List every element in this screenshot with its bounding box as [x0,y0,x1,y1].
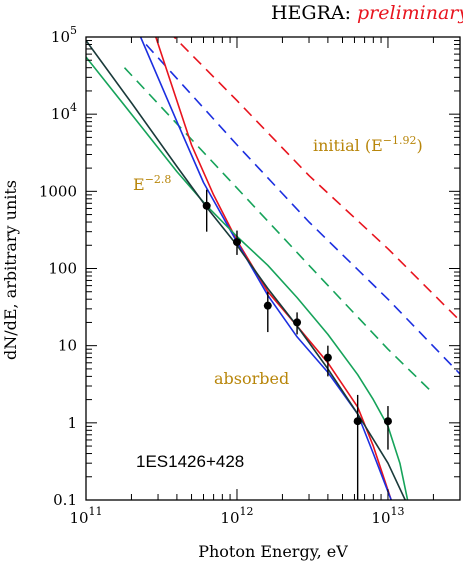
annotation-initial-base: initial (E [313,136,383,155]
series-line-4 [139,37,392,500]
y-tick-label-exponent: 5 [70,24,77,37]
x-tick-label-exponent: 12 [240,505,254,518]
x-tick-label: 1012 [220,505,253,527]
series-line-5 [86,56,409,500]
axis-ticks [85,36,461,501]
annotation-initial: initial (E−1.92) [313,134,423,155]
header-status: preliminary [357,2,463,24]
annotation-initial-close: ) [416,136,422,155]
x-tick-label-mantissa: 10 [69,509,88,527]
y-tick-label: 0.1 [53,491,77,509]
x-tick-label-mantissa: 10 [371,509,390,527]
x-tick-label-exponent: 13 [391,505,405,518]
annotation-e28-base: E [133,175,145,194]
x-tick-label: 1013 [371,505,404,527]
series-line-2 [123,67,434,395]
y-tick-label: 104 [51,101,77,123]
x-axis-title: Photon Energy, eV [198,542,348,561]
y-tick-label: 105 [51,24,77,46]
annotation-source: 1ES1426+428 [136,452,244,471]
data-point-2 [263,301,272,310]
annotation-e28: E−2.8 [133,173,171,194]
plot-area [86,37,460,500]
plot-frame [85,36,461,501]
annotation-initial-exp: −1.92 [383,134,417,147]
series-line-1 [145,43,460,375]
data-point-6 [383,417,392,426]
series-line-6 [86,40,406,500]
annotation-absorbed: absorbed [214,369,289,388]
data-point-5 [353,417,362,426]
y-tick-label: 1000 [39,182,77,200]
annotation-e28-exp: −2.8 [145,173,172,186]
y-tick-label: 1 [67,414,77,432]
data-point-4 [323,353,332,362]
y-tick-label-mantissa: 10 [51,105,70,123]
x-tick-label-mantissa: 10 [220,509,239,527]
series-line-0 [173,37,460,322]
y-tick-label-exponent: 4 [70,101,77,114]
y-tick-label-mantissa: 10 [51,28,70,46]
data-point-1 [232,238,241,247]
data-point-3 [293,318,302,327]
data-point-0 [202,201,211,210]
x-tick-label: 1011 [69,505,102,527]
series-group [86,37,460,500]
y-tick-label: 10 [58,337,77,355]
y-tick-label: 100 [48,260,77,278]
y-axis-title: dN/dE, arbitrary units [1,180,20,360]
x-tick-label-exponent: 11 [89,505,103,518]
header-label: HEGRA: [271,2,351,24]
